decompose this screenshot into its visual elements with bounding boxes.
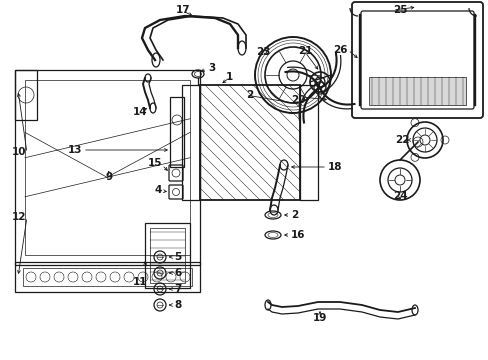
Text: 25: 25: [392, 5, 407, 15]
Text: 24: 24: [392, 191, 407, 201]
Text: 3: 3: [207, 63, 215, 73]
Text: 10: 10: [12, 147, 26, 157]
Text: 14: 14: [132, 107, 147, 117]
Text: 4: 4: [154, 185, 162, 195]
Bar: [182, 85, 200, 200]
Bar: [15, 70, 200, 265]
Text: 1: 1: [225, 72, 232, 82]
Bar: [150, 228, 184, 283]
Text: 22: 22: [395, 135, 409, 145]
Text: 20: 20: [290, 95, 305, 105]
Text: 21: 21: [297, 46, 312, 56]
Text: 18: 18: [327, 162, 342, 172]
Bar: [145, 223, 190, 288]
Text: 5: 5: [174, 252, 181, 262]
Bar: [170, 97, 183, 167]
Bar: [299, 85, 317, 200]
Text: 6: 6: [174, 268, 181, 278]
Text: 26: 26: [333, 45, 347, 55]
Text: 2: 2: [290, 210, 298, 220]
Bar: [368, 77, 465, 105]
Text: 7: 7: [174, 284, 181, 294]
Text: 23: 23: [255, 47, 270, 57]
Text: 16: 16: [290, 230, 305, 240]
Text: 13: 13: [67, 145, 82, 155]
Bar: [23, 268, 192, 286]
Text: 17: 17: [175, 5, 190, 15]
Text: 12: 12: [12, 212, 26, 222]
Bar: [25, 80, 190, 255]
Bar: [15, 262, 200, 292]
Text: 8: 8: [174, 300, 181, 310]
Text: 15: 15: [147, 158, 162, 168]
Text: 11: 11: [132, 277, 147, 287]
Bar: [15, 70, 37, 120]
Text: 9: 9: [105, 172, 112, 182]
Text: 19: 19: [312, 313, 326, 323]
Text: 2: 2: [245, 90, 253, 100]
Bar: [200, 85, 299, 200]
